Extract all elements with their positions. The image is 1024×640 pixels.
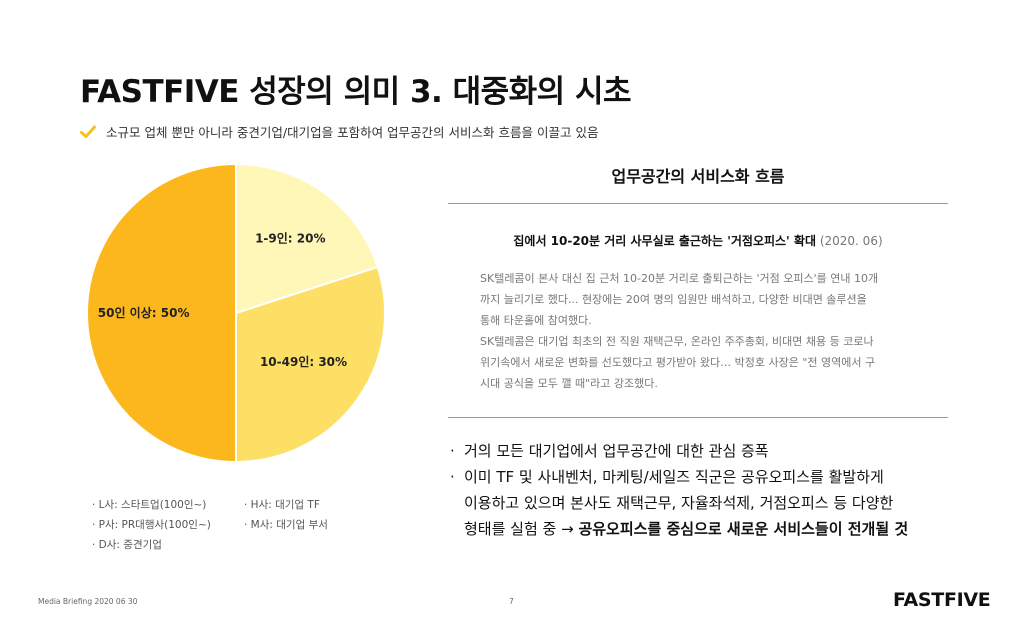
article-line: 까지 늘리기로 했다... 현장에는 20여 명의 임원만 배석하고, 다양한 … — [480, 293, 867, 306]
check-icon — [80, 125, 96, 138]
article-line: 위기속에서 새로운 변화를 선도했다고 평가받아 왔다… 박정호 사장은 "전 … — [480, 356, 876, 369]
legend-item-m: · M사: 대기업 부서 — [244, 519, 328, 531]
pie-slice — [235, 265, 386, 464]
bullet-item: · 거의 모든 대기업에서 업무공간에 대한 관심 증폭 — [450, 438, 970, 464]
article-headline: 집에서 10-20분 거리 사무실로 출근하는 '거점오피스' 확대 (2020… — [448, 232, 948, 249]
pie-slice-label: 10-49인: 30% — [260, 354, 347, 369]
panel-bottom-divider — [448, 417, 948, 418]
article-line: 시대 공식을 모두 깰 때"라고 강조했다. — [480, 377, 658, 390]
pie-chart-svg: 1-9인: 20% 10-49인: 30% 50인 이상: 50% — [86, 162, 386, 464]
subtitle-row: 소규모 업체 뿐만 아니라 중견기업/대기업을 포함하여 업무공간의 서비스화 … — [80, 122, 598, 141]
bullet-text: 형태를 실험 중 → — [464, 520, 579, 538]
bullet-text: 거의 모든 대기업에서 업무공간에 대한 관심 증폭 — [464, 442, 769, 460]
pie-chart: 1-9인: 20% 10-49인: 30% 50인 이상: 50% — [86, 162, 386, 464]
key-points: · 거의 모든 대기업에서 업무공간에 대한 관심 증폭 · 이미 TF 및 사… — [450, 438, 970, 542]
panel-top-divider — [448, 203, 948, 204]
bullet-emphasis: 공유오피스를 중심으로 새로운 서비스들이 전개될 것 — [578, 520, 909, 538]
pie-slice-label: 50인 이상: 50% — [98, 305, 190, 320]
bullet-marker: · — [450, 442, 455, 460]
legend-item-h: · H사: 대기업 TF — [244, 499, 320, 511]
bullet-item: · 이미 TF 및 사내벤처, 마케팅/세일즈 직군은 공유오피스를 활발하게 — [450, 464, 970, 490]
article-line: SK텔레콤은 대기업 최초의 전 직원 재택근무, 온라인 주주총회, 비대면 … — [480, 335, 874, 348]
article-line: SK텔레콤이 본사 대신 집 근처 10-20분 거리로 출퇴근하는 '거점 오… — [480, 272, 879, 285]
chart-legend: · L사: 스타트업(100인~) · H사: 대기업 TF · P사: PR대… — [92, 497, 382, 552]
article-title: 집에서 10-20분 거리 사무실로 출근하는 '거점오피스' 확대 — [513, 234, 816, 248]
article-line: 통해 타운홀에 참여했다. — [480, 314, 592, 327]
bullet-continuation: 이용하고 있으며 본사도 재택근무, 자율좌석제, 거점오피스 등 다양한 — [464, 494, 894, 512]
article-body: SK텔레콤이 본사 대신 집 근처 10-20분 거리로 출퇴근하는 '거점 오… — [480, 268, 920, 394]
fastfive-logo: FASTFIVE — [893, 589, 991, 611]
page-number: 7 — [509, 597, 514, 606]
legend-item-l: · L사: 스타트업(100인~) — [92, 499, 207, 511]
page-subtitle: 소규모 업체 뿐만 아니라 중견기업/대기업을 포함하여 업무공간의 서비스화 … — [106, 125, 599, 140]
article-date: (2020. 06) — [819, 234, 883, 248]
bullet-continuation: 형태를 실험 중 → 공유오피스를 중심으로 새로운 서비스들이 전개될 것 — [450, 516, 970, 542]
page-title: FASTFIVE 성장의 의미 3. 대중화의 시초 — [80, 74, 632, 110]
pie-slice — [235, 162, 379, 315]
pie-slice — [86, 162, 237, 464]
pie-slice-label: 1-9인: 20% — [255, 230, 325, 245]
legend-item-p: · P사: PR대행사(100인~) — [92, 519, 211, 531]
panel-title: 업무공간의 서비스화 흐름 — [611, 167, 785, 186]
legend-item-d: · D사: 중견기업 — [92, 539, 162, 551]
bullet-marker: · — [450, 468, 455, 486]
bullet-text: 이미 TF 및 사내벤처, 마케팅/세일즈 직군은 공유오피스를 활발하게 — [464, 468, 884, 486]
footer-briefing-label: Media Briefing 2020 06 30 — [38, 597, 138, 606]
